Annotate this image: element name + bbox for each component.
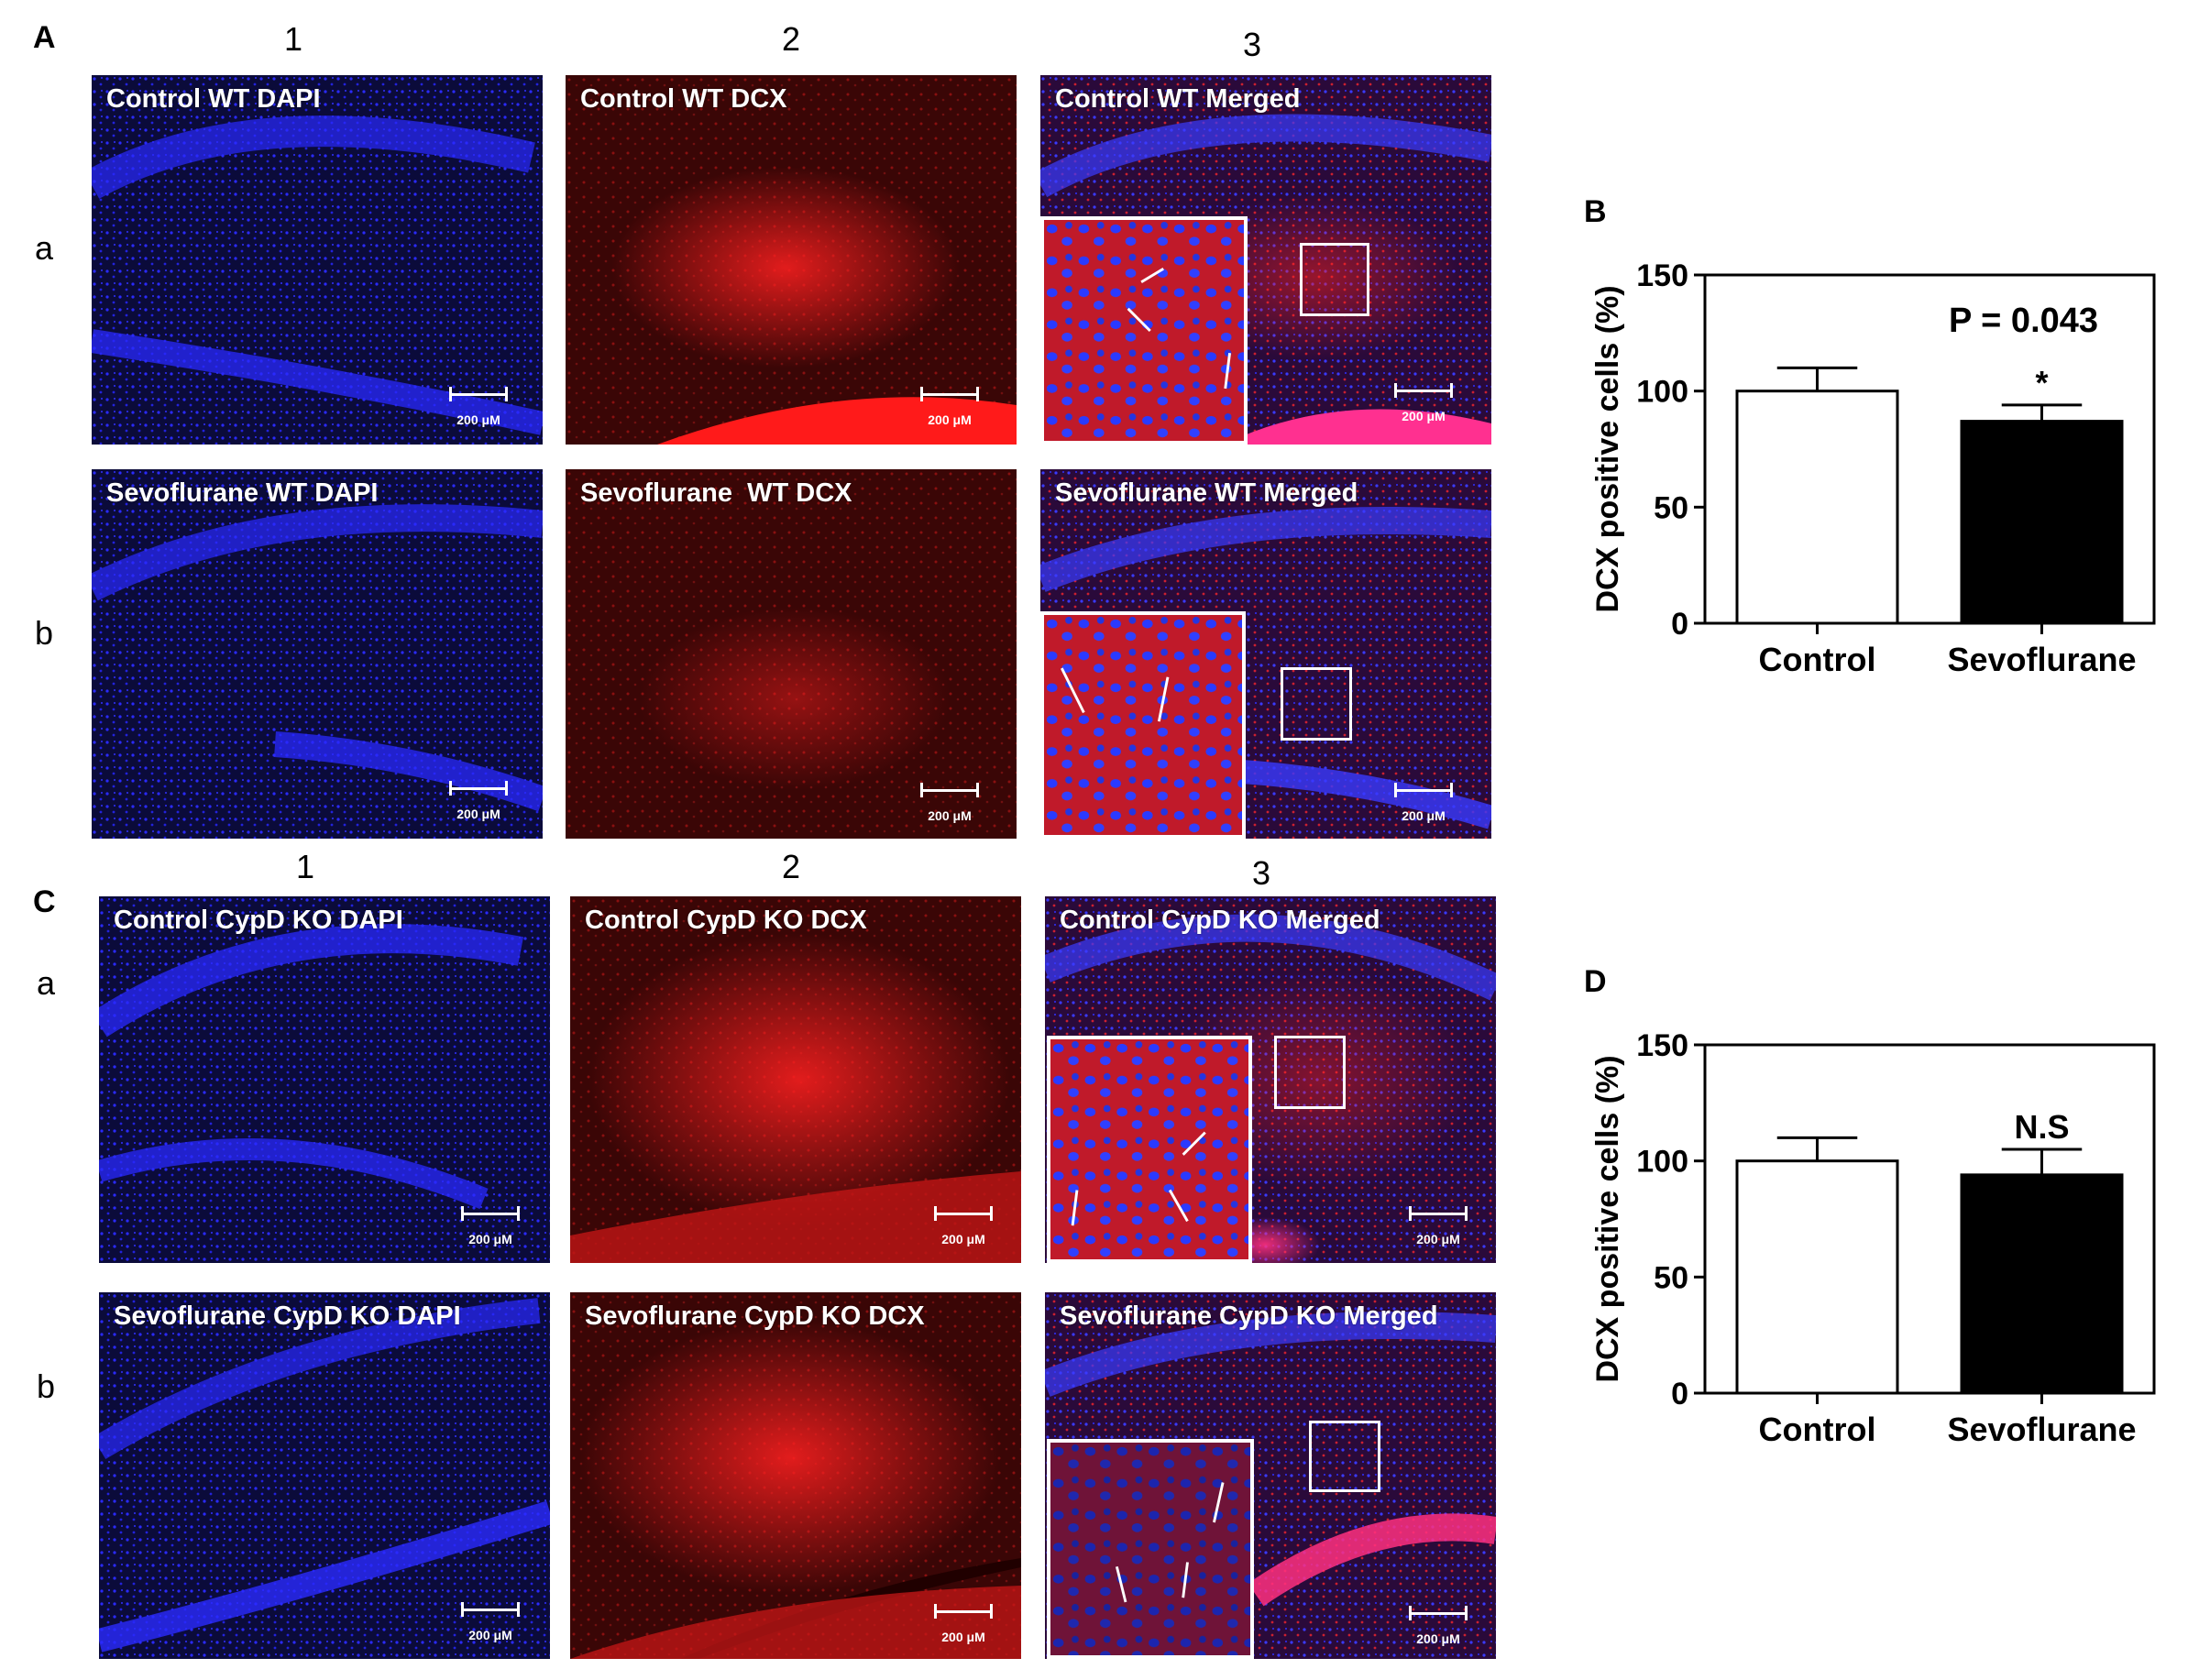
bar-sevoflurane [1960, 1173, 2124, 1395]
scale-bar [920, 783, 979, 797]
x-tick-label: Control [1759, 641, 1876, 678]
column-label-1: 1 [295, 848, 315, 885]
scale-bar-label: 200 μM [928, 412, 972, 427]
scale-bar [449, 781, 508, 796]
scale-bar-label: 200 μM [1416, 1232, 1460, 1246]
micrograph-control-wt-merged: Control WT Merged 200 μM [1040, 75, 1491, 445]
scale-bar-label: 200 μM [928, 808, 972, 823]
micrograph-control-wt-dcx: Control WT DCX 200 μM [566, 75, 1017, 445]
plot-frame [1703, 1043, 2156, 1395]
panel-label-a: A [33, 20, 56, 55]
panel-label-b: B [1584, 194, 1607, 229]
y-tick-label: 50 [1654, 490, 1688, 525]
micrograph-sevoflurane-wt-dapi: Sevoflurane WT DAPI 200 μM [92, 469, 543, 839]
region-of-interest-box [1274, 1036, 1346, 1109]
magnified-inset [1040, 216, 1248, 445]
scale-bar-label: 200 μM [1402, 409, 1446, 423]
micrograph-label: Sevoflurane WT DAPI [106, 478, 379, 508]
micrograph-label: Control WT DCX [580, 84, 787, 114]
y-tick-label: 150 [1636, 258, 1688, 293]
micrograph-sevoflurane-wt-merged: Sevoflurane WT Merged 200 μM [1040, 469, 1491, 839]
region-of-interest-box [1309, 1421, 1380, 1492]
scale-bar [1409, 1606, 1468, 1620]
bar-chart-b: 0 50 100 150 DCX positive cells (%) Control Se… [1558, 238, 2182, 697]
y-tick-label: 100 [1636, 375, 1688, 410]
x-tick-label: Control [1759, 1411, 1876, 1448]
magnified-inset [1040, 611, 1246, 839]
y-tick-label: 100 [1636, 1145, 1688, 1180]
scale-bar [920, 387, 979, 401]
micrograph-label: Control CypD KO Merged [1060, 906, 1380, 935]
bar-chart-b-svg: 0 50 100 150 DCX positive cells (%) Control Se… [1590, 258, 2156, 678]
scale-bar-label: 200 μM [456, 807, 500, 821]
micrograph-sevoflurane-cypd-ko-dcx: Sevoflurane CypD KO DCX 200 μM [570, 1292, 1021, 1659]
micrograph-label: Control CypD KO DAPI [114, 906, 403, 935]
micrograph-sevoflurane-wt-dcx: Sevoflurane WT DCX 200 μM [566, 469, 1017, 839]
micrograph-control-cypd-ko-merged: Control CypD KO Merged 200 μM [1045, 896, 1496, 1263]
column-label-2: 2 [781, 20, 801, 58]
scale-bar-label: 200 μM [1402, 808, 1446, 823]
region-of-interest-box [1300, 243, 1369, 316]
y-tick-label: 0 [1671, 1377, 1688, 1411]
row-label-b: b [37, 1367, 56, 1405]
column-label-2: 2 [781, 848, 801, 885]
plot-frame [1703, 273, 2156, 625]
y-tick-label: 150 [1636, 1028, 1688, 1063]
bar-control [1735, 390, 1899, 625]
scale-bar [461, 1602, 520, 1617]
y-tick-label: 0 [1671, 607, 1688, 642]
scale-bar [1394, 383, 1453, 398]
row-label-b: b [35, 614, 54, 652]
y-axis-label: DCX positive cells (%) [1590, 285, 1625, 612]
scale-bar [461, 1206, 520, 1221]
micrograph-label: Sevoflurane WT Merged [1055, 478, 1358, 508]
micrograph-label: Control WT DAPI [106, 84, 321, 114]
bar-control [1735, 1159, 1899, 1395]
scale-bar [934, 1206, 993, 1221]
panel-label-d: D [1584, 964, 1607, 999]
column-label-1: 1 [283, 20, 303, 58]
x-tick-label: Sevoflurane [1947, 1411, 2136, 1448]
bar-chart-d-svg: 0 50 100 150 DCX positive cells (%) Control Se… [1590, 1028, 2156, 1448]
scale-bar-label: 200 μM [468, 1628, 512, 1642]
scale-bar-label: 200 μM [468, 1232, 512, 1246]
scale-bar-label: 200 μM [941, 1232, 985, 1246]
column-label-3: 3 [1251, 854, 1271, 892]
scale-bar [449, 387, 508, 401]
magnified-inset [1047, 1439, 1254, 1659]
micrograph-label: Control CypD KO DCX [585, 906, 867, 935]
scale-bar [1409, 1206, 1468, 1221]
significance-marker: * [2035, 364, 2048, 401]
magnified-inset [1047, 1036, 1252, 1263]
bar-chart-d: 0 50 100 150 DCX positive cells (%) Control Se… [1558, 1008, 2182, 1466]
bar-sevoflurane [1960, 420, 2124, 625]
scale-bar [934, 1604, 993, 1619]
row-label-a: a [35, 229, 54, 267]
micrograph-control-cypd-ko-dapi: Control CypD KO DAPI 200 μM [99, 896, 550, 1263]
scale-bar-label: 200 μM [1416, 1631, 1460, 1646]
scale-bar-label: 200 μM [941, 1630, 985, 1644]
micrograph-label: Sevoflurane CypD KO Merged [1060, 1301, 1438, 1331]
micrograph-label: Sevoflurane WT DCX [580, 478, 852, 508]
micrograph-sevoflurane-cypd-ko-merged: Sevoflurane CypD KO Merged 200 μM [1045, 1292, 1496, 1659]
micrograph-control-wt-dapi: Control WT DAPI 200 μM [92, 75, 543, 445]
scale-bar-label: 200 μM [456, 412, 500, 427]
significance-marker: N.S [2014, 1108, 2069, 1146]
row-label-a: a [37, 964, 56, 1002]
y-tick-label: 50 [1654, 1260, 1688, 1295]
scale-bar [1394, 783, 1453, 797]
x-tick-label: Sevoflurane [1947, 641, 2136, 678]
p-value-annotation: P = 0.043 [1949, 302, 2098, 340]
micrograph-label: Control WT Merged [1055, 84, 1301, 114]
y-axis-label: DCX positive cells (%) [1590, 1055, 1625, 1382]
micrograph-label: Sevoflurane CypD KO DAPI [114, 1301, 461, 1331]
micrograph-sevoflurane-cypd-ko-dapi: Sevoflurane CypD KO DAPI 200 μM [99, 1292, 550, 1659]
panel-label-c: C [33, 884, 56, 919]
micrograph-control-cypd-ko-dcx: Control CypD KO DCX 200 μM [570, 896, 1021, 1263]
column-label-3: 3 [1242, 26, 1262, 63]
region-of-interest-box [1281, 667, 1352, 741]
micrograph-label: Sevoflurane CypD KO DCX [585, 1301, 925, 1331]
